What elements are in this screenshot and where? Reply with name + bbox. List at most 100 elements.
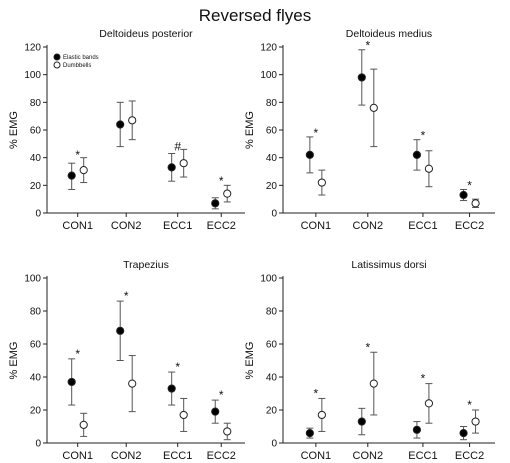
y-tick-label: 0	[271, 439, 277, 450]
point-elastic-bands	[305, 150, 314, 159]
point-elastic-bands	[459, 429, 468, 438]
legend-label: Dumbbells	[63, 63, 91, 69]
y-tick-label: 80	[266, 98, 278, 109]
panel-title: Trapezius	[123, 259, 169, 271]
figure-title: Reversed flyes	[198, 6, 312, 25]
significance-marker: *	[219, 174, 224, 188]
significance-marker: *	[467, 178, 472, 192]
point-elastic-bands	[412, 150, 422, 159]
y-tick-label: 80	[30, 98, 42, 109]
panel-title: Deltoideus posterior	[99, 28, 193, 40]
y-axis-label: % EMG	[244, 111, 256, 149]
significance-marker: *	[314, 387, 319, 401]
significance-marker: *	[421, 129, 426, 143]
point-dumbbells	[369, 379, 378, 388]
significance-marker: *	[421, 372, 426, 386]
x-tick-label: ECC2	[207, 450, 236, 462]
significance-marker: *	[75, 148, 80, 162]
point-elastic-bands	[116, 120, 125, 129]
y-tick-label: 120	[260, 43, 277, 54]
point-dumbbells	[369, 103, 378, 112]
significance-marker: *	[365, 340, 370, 354]
point-dumbbells	[471, 417, 480, 426]
y-tick-label: 60	[30, 340, 42, 351]
significance-marker: *	[175, 360, 180, 374]
y-tick-label: 40	[266, 153, 278, 164]
y-tick-label: 0	[35, 209, 41, 220]
y-axis-label: % EMG	[8, 111, 20, 149]
x-tick-label: ECC1	[163, 450, 192, 462]
legend-label: Elastic bands	[63, 55, 99, 61]
point-dumbbells	[317, 410, 326, 420]
y-tick-label: 20	[266, 406, 278, 417]
y-tick-label: 20	[30, 181, 42, 192]
x-tick-label: CON2	[353, 220, 384, 232]
point-dumbbells	[317, 178, 326, 187]
y-axis-label: % EMG	[8, 342, 20, 380]
y-tick-label: 20	[30, 406, 42, 417]
panel-title: Latissimus dorsi	[351, 259, 426, 271]
y-tick-label: 100	[260, 274, 277, 285]
x-tick-label: CON1	[62, 450, 93, 462]
y-tick-label: 100	[260, 70, 277, 81]
x-tick-label: CON1	[301, 450, 332, 462]
point-elastic-bands	[305, 429, 314, 438]
panel-2: Deltoideus medius 0 20 40 60 80 100 120 % EMG CON…	[244, 28, 495, 232]
y-axis-label: % EMG	[244, 342, 256, 380]
significance-marker: *	[314, 126, 319, 140]
significance-marker: *	[75, 347, 80, 361]
x-tick-label: CON2	[111, 220, 142, 232]
point-dumbbells	[223, 189, 232, 198]
y-tick-label: 60	[30, 126, 42, 137]
significance-marker: #	[174, 140, 181, 154]
point-elastic-bands	[211, 407, 220, 416]
x-tick-label: CON1	[301, 220, 332, 232]
y-tick-label: 100	[24, 70, 41, 81]
point-dumbbells	[128, 379, 137, 388]
y-tick-label: 40	[30, 153, 42, 164]
significance-marker: *	[467, 398, 472, 412]
x-tick-label: ECC1	[163, 220, 192, 232]
legend-marker-dumbbells	[53, 61, 61, 69]
y-tick-label: 60	[266, 126, 278, 137]
y-tick-label: 100	[24, 274, 41, 285]
panel-title: Deltoideus medius	[346, 28, 432, 40]
point-dumbbells	[128, 116, 137, 125]
panel-4: Latissimus dorsi 0 20 40 60 80 100 % EMG CON1 CON…	[244, 259, 495, 462]
point-elastic-bands	[412, 425, 422, 434]
x-tick-label: CON2	[353, 450, 384, 462]
y-tick-label: 80	[266, 307, 278, 318]
point-dumbbells	[424, 164, 434, 173]
y-tick-label: 120	[24, 43, 41, 54]
y-tick-label: 20	[266, 181, 278, 192]
point-elastic-bands	[116, 326, 125, 335]
point-elastic-bands	[167, 384, 176, 393]
significance-marker: *	[219, 388, 224, 402]
y-tick-label: 40	[30, 373, 42, 384]
panel-1: Deltoideus posterior 0 20 40 60 80 100 120 % EMG…	[8, 28, 245, 232]
x-tick-label: CON1	[62, 220, 93, 232]
point-dumbbells	[79, 420, 88, 429]
y-tick-label: 80	[30, 307, 42, 318]
point-dumbbells	[179, 159, 188, 168]
point-dumbbells	[79, 166, 88, 175]
point-dumbbells	[179, 410, 188, 420]
y-tick-label: 0	[35, 439, 41, 450]
significance-marker: *	[124, 289, 129, 303]
point-elastic-bands	[459, 190, 468, 200]
x-tick-label: ECC1	[408, 450, 437, 462]
point-dumbbells	[424, 399, 434, 408]
panel-3: Trapezius 0 20 40 60 80 100 % EMG CON1 CON2 ECC1 EC…	[8, 259, 245, 462]
legend-marker-elastic-bands	[53, 53, 61, 61]
x-tick-label: ECC2	[455, 450, 484, 462]
point-elastic-bands	[67, 171, 76, 180]
y-tick-label: 60	[266, 340, 278, 351]
point-dumbbells	[223, 427, 232, 436]
point-dumbbells	[471, 199, 480, 208]
x-tick-label: ECC2	[455, 220, 484, 232]
y-tick-label: 0	[271, 209, 277, 220]
point-elastic-bands	[357, 417, 366, 426]
y-tick-label: 40	[266, 373, 278, 384]
